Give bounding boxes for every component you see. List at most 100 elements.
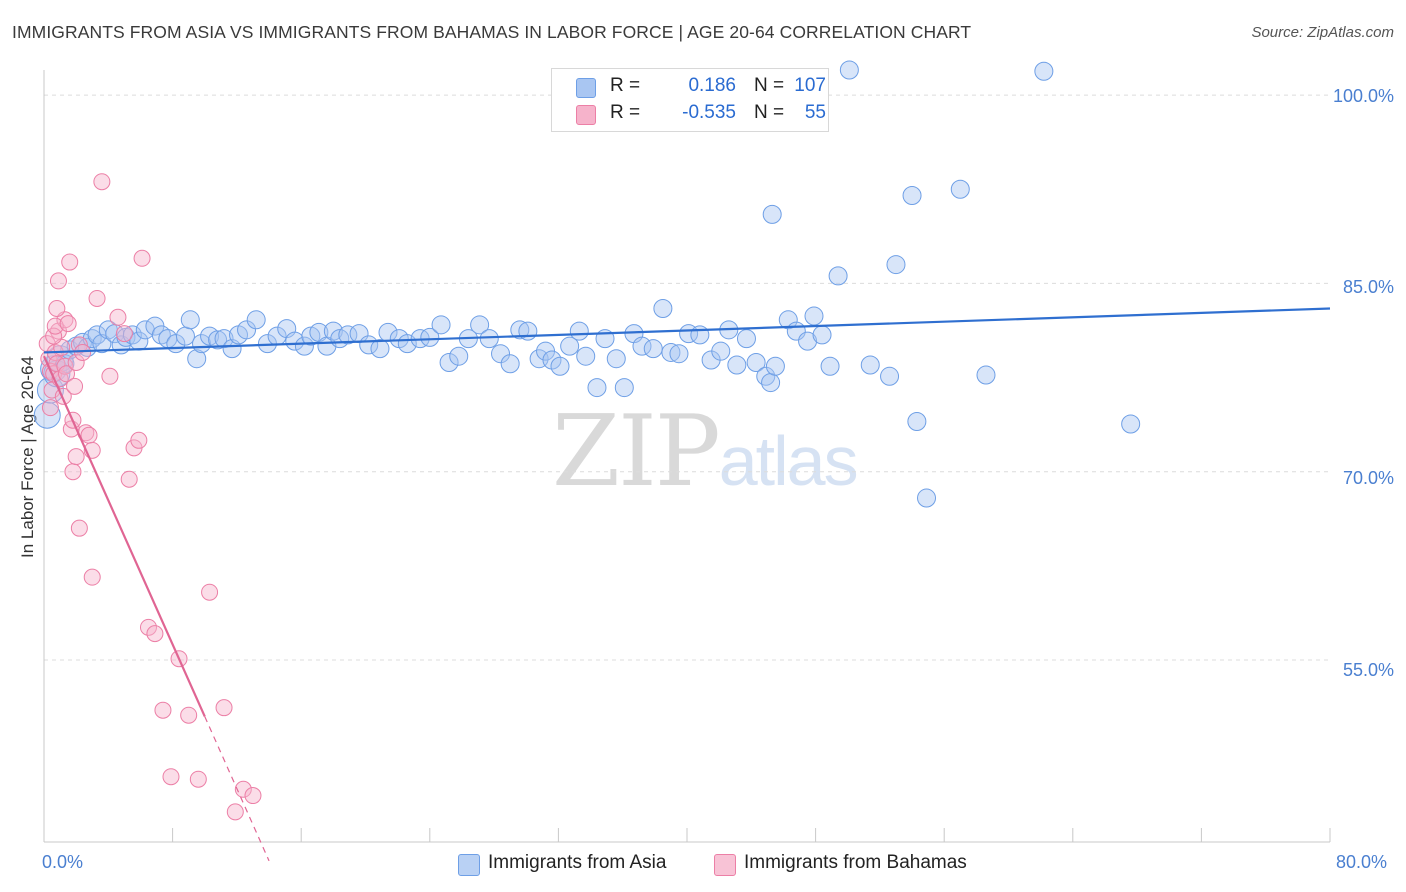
source-credit: Source: ZipAtlas.com bbox=[1251, 24, 1394, 41]
point-asia bbox=[420, 327, 440, 347]
chart-title: IMMIGRANTS FROM ASIA VS IMMIGRANTS FROM … bbox=[12, 22, 972, 42]
point-bahamas bbox=[146, 625, 164, 643]
point-bahamas bbox=[46, 317, 64, 335]
point-asia bbox=[880, 366, 900, 386]
point-asia bbox=[661, 342, 681, 362]
point-bahamas bbox=[67, 353, 85, 371]
y-tick-label-85: 85.0% bbox=[1342, 277, 1394, 297]
point-asia bbox=[569, 321, 589, 341]
point-asia bbox=[323, 321, 343, 341]
point-asia bbox=[736, 329, 756, 349]
point-bahamas bbox=[154, 701, 172, 719]
point-asia bbox=[902, 186, 922, 206]
point-asia bbox=[907, 411, 927, 431]
series-name-asia: Immigrants from Asia bbox=[488, 852, 667, 873]
trend-line-bahamas-extrapolated bbox=[204, 716, 270, 862]
point-bahamas bbox=[139, 618, 157, 636]
point-asia bbox=[370, 339, 390, 359]
point-asia bbox=[560, 336, 580, 356]
point-asia bbox=[778, 310, 798, 330]
point-bahamas bbox=[64, 463, 82, 481]
point-bahamas bbox=[133, 249, 151, 267]
legend-r-value-bahamas: -0.535 bbox=[682, 102, 736, 123]
correlation-legend: R = 0.186 N = 107 R = -0.535 N = 55 bbox=[551, 68, 829, 132]
point-bahamas bbox=[244, 787, 262, 805]
point-asia bbox=[550, 356, 570, 376]
point-asia bbox=[690, 325, 710, 345]
y-tick-label-55: 55.0% bbox=[1342, 660, 1394, 680]
series-swatch-asia bbox=[458, 854, 480, 876]
point-asia bbox=[711, 341, 731, 361]
point-asia bbox=[765, 356, 785, 376]
point-asia bbox=[839, 60, 859, 80]
series-swatch-bahamas bbox=[714, 854, 736, 876]
point-bahamas bbox=[115, 325, 133, 343]
point-asia bbox=[587, 378, 607, 398]
point-bahamas bbox=[41, 399, 59, 417]
x-tick-label-min: 0.0% bbox=[42, 852, 84, 872]
point-asia bbox=[518, 321, 538, 341]
point-bahamas bbox=[83, 568, 101, 586]
point-asia bbox=[180, 310, 200, 330]
point-bahamas bbox=[61, 253, 79, 271]
y-tick-label-70: 70.0% bbox=[1342, 468, 1394, 488]
point-asia bbox=[576, 346, 596, 366]
point-bahamas bbox=[48, 300, 66, 318]
point-asia bbox=[762, 204, 782, 224]
point-asia bbox=[653, 299, 673, 319]
point-asia bbox=[92, 334, 112, 354]
point-asia bbox=[542, 350, 562, 370]
point-bahamas bbox=[70, 519, 88, 537]
legend-swatch-asia bbox=[576, 78, 596, 98]
point-asia bbox=[294, 336, 314, 356]
point-asia bbox=[1121, 414, 1141, 434]
legend-swatch-bahamas bbox=[576, 105, 596, 125]
point-asia bbox=[606, 349, 626, 369]
point-bahamas bbox=[74, 343, 92, 361]
point-bahamas bbox=[109, 308, 127, 326]
point-asia bbox=[500, 354, 520, 374]
point-asia bbox=[214, 329, 234, 349]
point-bahamas bbox=[101, 367, 119, 385]
point-bahamas bbox=[189, 770, 207, 788]
point-bahamas bbox=[180, 706, 198, 724]
point-bahamas bbox=[120, 470, 138, 488]
point-asia bbox=[208, 330, 228, 350]
point-asia bbox=[246, 310, 266, 330]
point-asia bbox=[976, 365, 996, 385]
point-asia bbox=[950, 179, 970, 199]
point-bahamas bbox=[215, 699, 233, 717]
point-asia bbox=[860, 355, 880, 375]
point-bahamas bbox=[201, 583, 219, 601]
point-bahamas bbox=[67, 448, 85, 466]
point-bahamas bbox=[93, 173, 111, 191]
point-bahamas bbox=[234, 780, 252, 798]
point-asia bbox=[812, 325, 832, 345]
legend-n-label: N = bbox=[754, 75, 785, 96]
point-asia bbox=[510, 320, 530, 340]
legend-n-label: N = bbox=[754, 102, 785, 123]
point-asia bbox=[614, 378, 634, 398]
trend-line-bahamas bbox=[42, 355, 206, 717]
point-asia bbox=[798, 331, 818, 351]
point-asia bbox=[886, 255, 906, 275]
legend-n-value-asia: 107 bbox=[794, 75, 826, 96]
point-asia bbox=[643, 339, 663, 359]
point-asia bbox=[491, 344, 511, 364]
point-asia bbox=[1034, 61, 1054, 81]
watermark-atlas: atlas bbox=[718, 422, 859, 500]
watermark: ZIPatlas bbox=[552, 395, 859, 509]
point-asia bbox=[820, 356, 840, 376]
point-asia bbox=[804, 306, 824, 326]
point-bahamas bbox=[49, 272, 67, 290]
trend-line-asia bbox=[43, 307, 1331, 354]
legend-r-label: R = bbox=[610, 102, 641, 123]
point-asia bbox=[917, 488, 937, 508]
point-bahamas bbox=[80, 426, 98, 444]
point-asia bbox=[431, 315, 451, 335]
point-asia bbox=[761, 373, 781, 393]
point-asia bbox=[222, 339, 242, 359]
point-asia bbox=[449, 346, 469, 366]
legend-r-label: R = bbox=[610, 75, 641, 96]
